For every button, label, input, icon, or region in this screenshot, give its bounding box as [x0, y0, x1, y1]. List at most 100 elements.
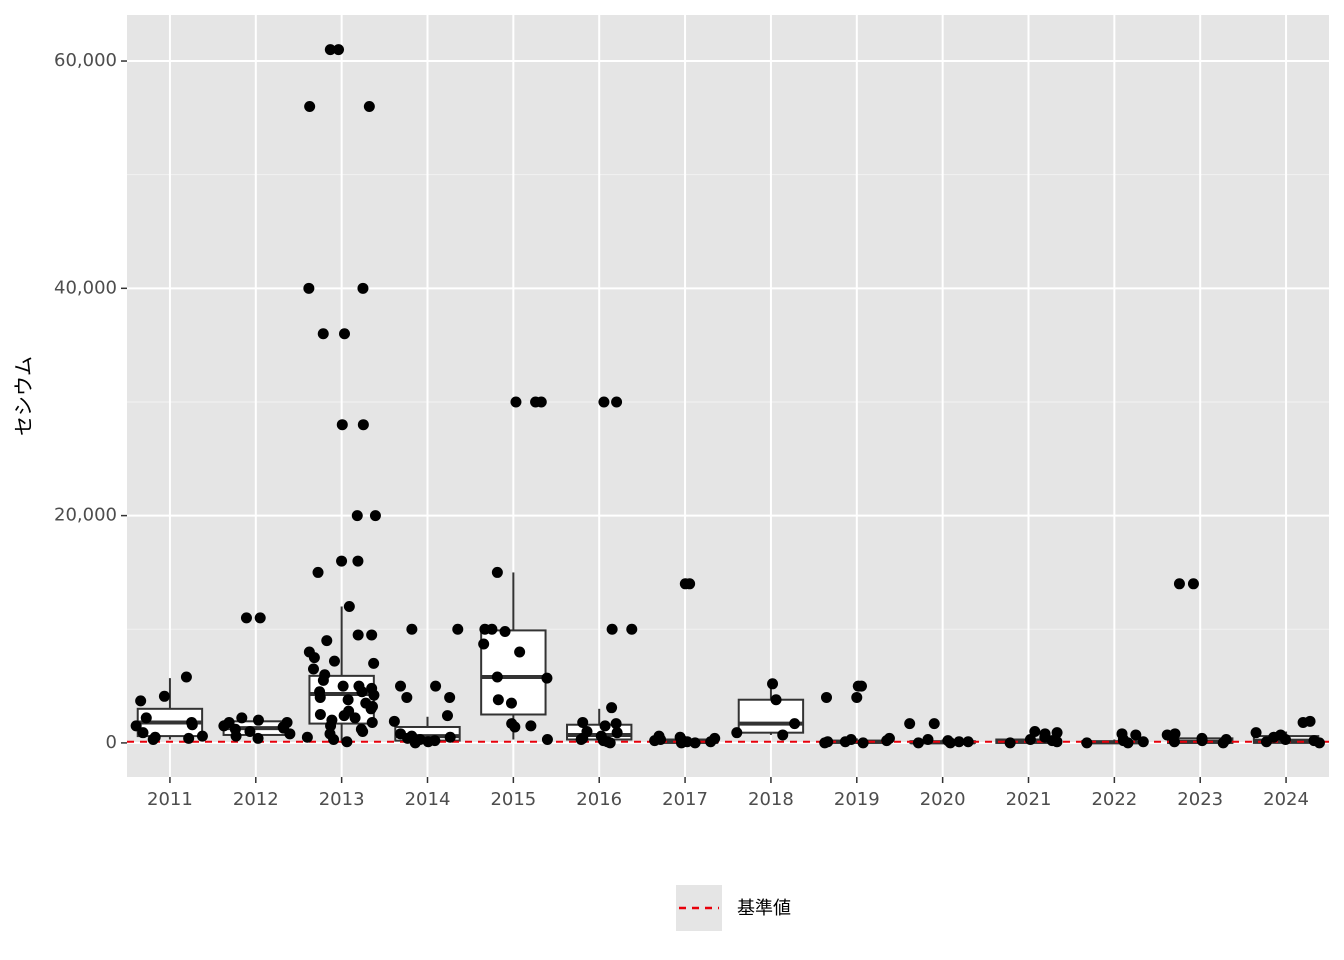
point	[422, 736, 434, 748]
y-axis-label: セシウム	[12, 356, 36, 436]
x-tick-label: 2014	[405, 789, 451, 810]
point	[575, 733, 587, 745]
point	[336, 555, 348, 567]
point	[505, 697, 517, 709]
point	[388, 715, 400, 727]
point	[337, 680, 349, 692]
point	[904, 718, 916, 730]
point	[365, 703, 377, 715]
point	[535, 396, 547, 408]
point	[252, 732, 264, 744]
point	[491, 671, 503, 683]
point	[1217, 737, 1229, 749]
x-tick-label: 2021	[1006, 789, 1052, 810]
point	[1051, 727, 1063, 739]
point	[366, 629, 378, 641]
point	[1122, 737, 1134, 749]
x-tick-label: 2024	[1263, 789, 1309, 810]
point	[541, 672, 553, 684]
point	[491, 566, 503, 578]
point	[1137, 736, 1149, 748]
point	[1004, 737, 1016, 749]
point	[303, 282, 315, 294]
point	[1196, 735, 1208, 747]
point	[158, 690, 170, 702]
x-tick-label: 2019	[834, 789, 880, 810]
point	[1130, 729, 1142, 741]
point	[611, 727, 623, 739]
point	[1024, 733, 1036, 745]
point	[244, 726, 256, 738]
point	[452, 623, 464, 635]
point	[649, 735, 661, 747]
point	[499, 626, 511, 638]
point	[689, 737, 701, 749]
x-tick-label: 2017	[662, 789, 708, 810]
point	[254, 612, 266, 624]
point	[705, 736, 717, 748]
point	[284, 728, 296, 740]
point	[1161, 729, 1173, 741]
point	[430, 680, 442, 692]
point	[342, 694, 354, 706]
point	[770, 694, 782, 706]
point	[351, 510, 363, 522]
point	[240, 612, 252, 624]
point	[317, 328, 329, 340]
point	[230, 730, 242, 742]
point	[604, 737, 616, 749]
point	[444, 691, 456, 703]
point	[314, 691, 326, 703]
point	[598, 396, 610, 408]
point	[307, 663, 319, 675]
point	[277, 721, 289, 733]
point	[321, 635, 333, 647]
point	[352, 629, 364, 641]
point	[819, 737, 831, 749]
point	[1297, 716, 1309, 728]
y-tick-label: 60,000	[54, 50, 117, 71]
x-tick-label: 2016	[576, 789, 622, 810]
point	[912, 737, 924, 749]
point	[352, 555, 364, 567]
point	[395, 680, 407, 692]
point	[610, 718, 622, 730]
point	[349, 712, 361, 724]
point	[180, 671, 192, 683]
point	[369, 510, 381, 522]
point	[186, 716, 198, 728]
point	[357, 726, 369, 738]
point	[1081, 737, 1093, 749]
point	[130, 720, 142, 732]
point	[478, 638, 490, 650]
point	[441, 710, 453, 722]
x-tick-label: 2015	[490, 789, 536, 810]
point	[218, 720, 230, 732]
point	[1173, 578, 1185, 590]
point	[252, 714, 264, 726]
legend-label: 基準値	[737, 898, 791, 919]
point	[509, 721, 521, 733]
point	[366, 716, 378, 728]
point	[820, 691, 832, 703]
point	[312, 566, 324, 578]
point	[183, 732, 195, 744]
point	[839, 736, 851, 748]
point	[338, 328, 350, 340]
point	[336, 419, 348, 431]
point	[479, 623, 491, 635]
x-tick-label: 2020	[920, 789, 966, 810]
point	[606, 702, 618, 714]
point	[606, 623, 618, 635]
point	[675, 737, 687, 749]
point	[333, 44, 345, 56]
point	[492, 694, 504, 706]
x-tick-label: 2022	[1091, 789, 1137, 810]
point	[851, 691, 863, 703]
point	[341, 736, 353, 748]
point	[541, 733, 553, 745]
point	[140, 712, 152, 724]
x-tick-label: 2018	[748, 789, 794, 810]
